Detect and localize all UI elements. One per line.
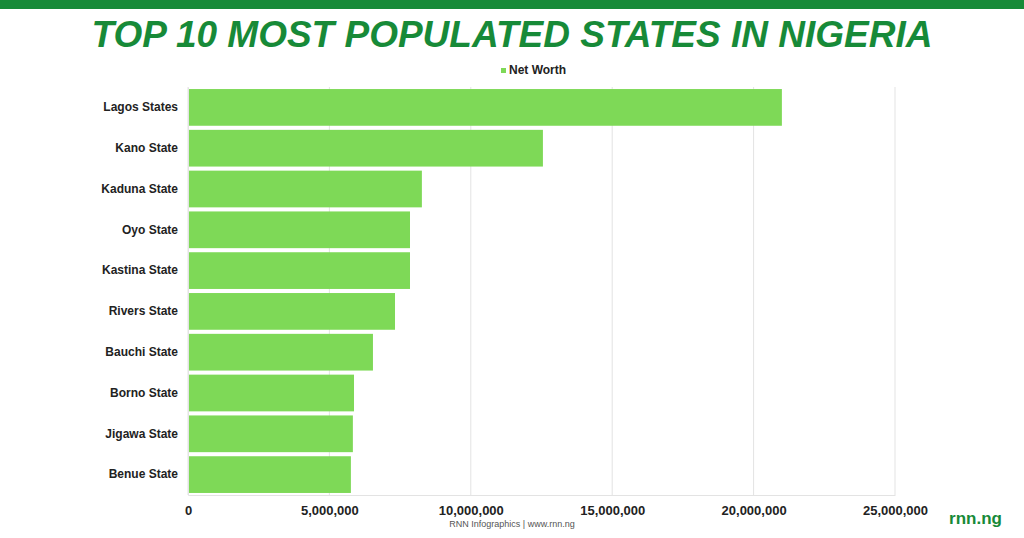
y-tick-label: Oyo State bbox=[122, 223, 178, 237]
bar bbox=[188, 293, 395, 330]
y-tick-label: Benue State bbox=[109, 467, 179, 481]
x-tick-label: 25,000,000 bbox=[863, 503, 928, 518]
y-tick: Lagos States bbox=[103, 100, 188, 114]
y-tick: Kaduna State bbox=[101, 182, 188, 196]
y-tick-label: Kano State bbox=[115, 141, 178, 155]
x-tick: 10,000,000 bbox=[439, 495, 504, 518]
chart: TOP 10 MOST POPULATED STATES IN NIGERIA 0… bbox=[0, 0, 1024, 538]
bar bbox=[188, 252, 410, 289]
title: TOP 10 MOST POPULATED STATES IN NIGERIA bbox=[92, 14, 933, 55]
logo: rnn.ng bbox=[949, 509, 1002, 528]
grid bbox=[188, 87, 895, 495]
bar bbox=[188, 456, 351, 493]
grid-line bbox=[612, 87, 613, 495]
bars bbox=[188, 89, 782, 493]
y-tick: Kano State bbox=[115, 141, 188, 155]
x-axis: 0 5,000,000 10,000,000 15,000,000 20,000,000… bbox=[185, 495, 928, 518]
y-tick-label: Borno State bbox=[110, 386, 178, 400]
top-stripe bbox=[0, 0, 1024, 9]
bar bbox=[188, 375, 354, 412]
x-tick-label: 15,000,000 bbox=[580, 503, 645, 518]
bar bbox=[188, 211, 410, 248]
source-note: RNN Infographics | www.rnn.ng bbox=[449, 519, 574, 529]
y-axis-line bbox=[188, 88, 189, 496]
y-tick: Benue State bbox=[109, 467, 188, 481]
x-axis-line bbox=[189, 495, 896, 496]
bar bbox=[188, 130, 543, 167]
x-tick: 5,000,000 bbox=[301, 495, 359, 518]
y-tick: Bauchi State bbox=[105, 345, 188, 359]
x-tick: 15,000,000 bbox=[580, 495, 645, 518]
x-tick-label: 20,000,000 bbox=[722, 503, 787, 518]
y-tick: Kastina State bbox=[102, 263, 188, 277]
y-tick-label: Kaduna State bbox=[101, 182, 178, 196]
bar bbox=[188, 334, 373, 371]
x-tick-label: 10,000,000 bbox=[439, 503, 504, 518]
y-tick: Rivers State bbox=[109, 304, 188, 318]
x-tick: 20,000,000 bbox=[722, 495, 787, 518]
bar bbox=[188, 415, 353, 452]
x-tick: 25,000,000 bbox=[863, 495, 928, 518]
grid-line bbox=[753, 87, 754, 495]
legend-label: Net Worth bbox=[509, 63, 566, 77]
legend-swatch bbox=[501, 68, 506, 73]
y-tick: Jigawa State bbox=[105, 427, 188, 441]
x-tick: 0 bbox=[185, 495, 192, 518]
y-tick: Borno State bbox=[110, 386, 188, 400]
y-tick-label: Jigawa State bbox=[105, 427, 178, 441]
y-tick-label: Lagos States bbox=[103, 100, 178, 114]
grid-line bbox=[895, 87, 896, 495]
bar bbox=[188, 89, 782, 126]
bar bbox=[188, 171, 422, 208]
x-tick-label: 0 bbox=[185, 503, 192, 518]
y-tick: Oyo State bbox=[122, 223, 188, 237]
grid-line bbox=[188, 87, 189, 495]
x-tick-label: 5,000,000 bbox=[301, 503, 359, 518]
y-tick-label: Rivers State bbox=[109, 304, 179, 318]
y-axis: Lagos States Kano State Kaduna State Oyo St… bbox=[101, 88, 188, 496]
y-tick-label: Kastina State bbox=[102, 263, 178, 277]
y-tick-label: Bauchi State bbox=[105, 345, 178, 359]
legend: Net Worth bbox=[501, 63, 566, 77]
